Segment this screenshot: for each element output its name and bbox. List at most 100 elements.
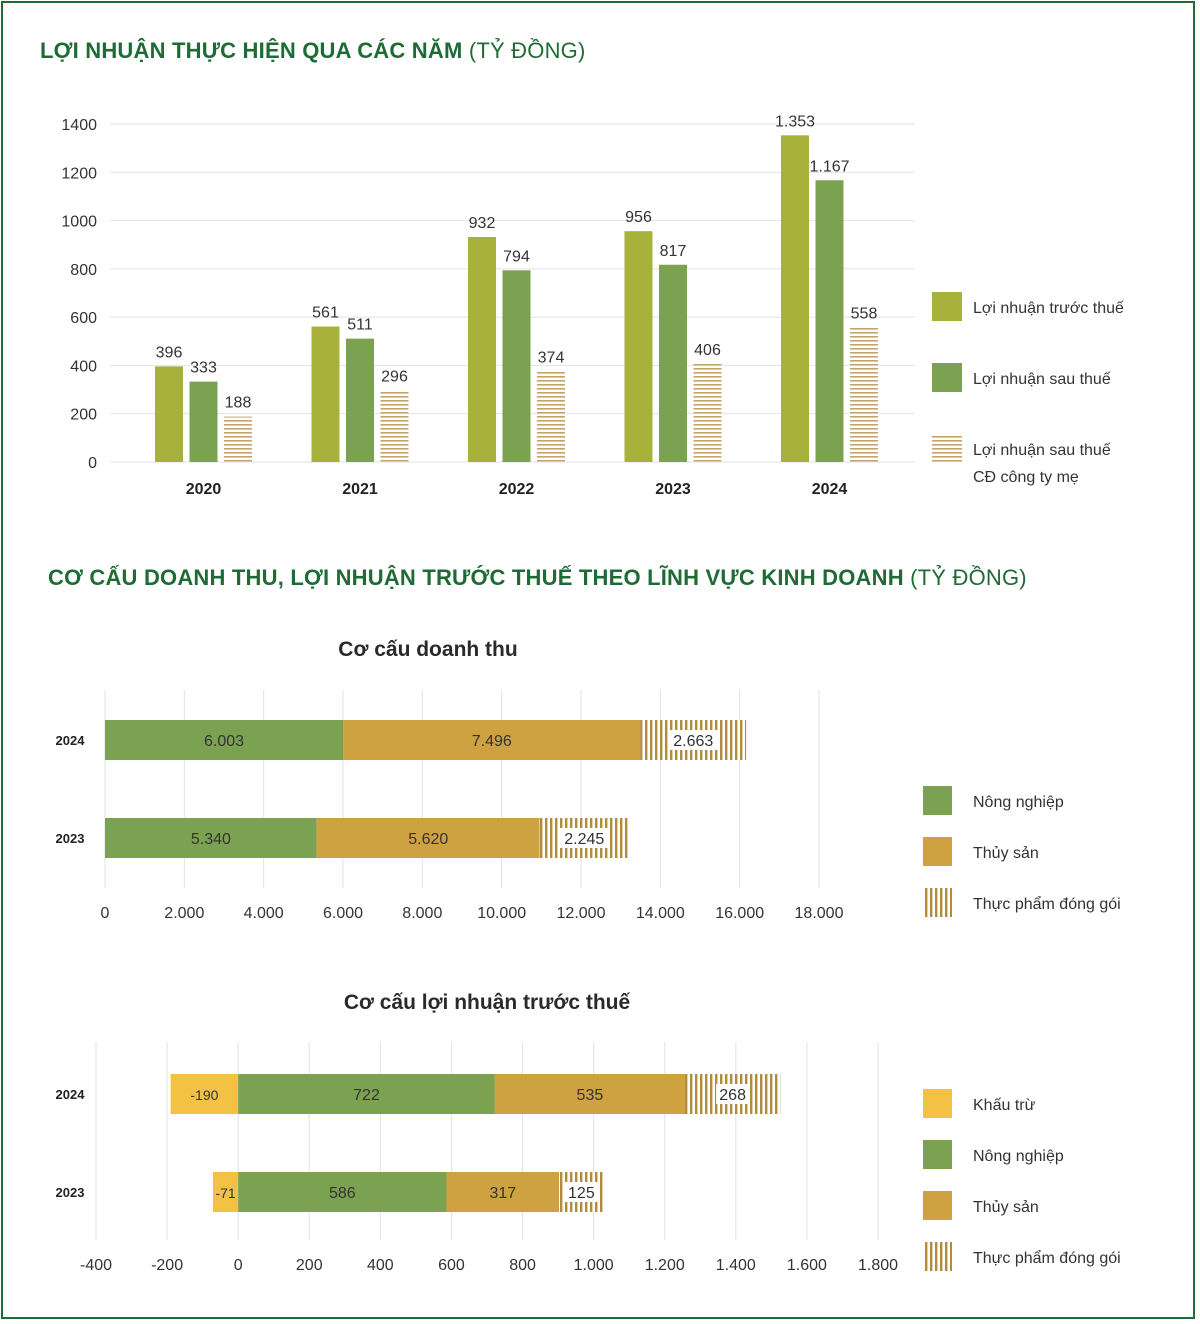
bar — [380, 390, 409, 462]
data-label: 2.663 — [673, 733, 713, 750]
x-tick-label: 0 — [234, 1257, 243, 1274]
section-title-profit-unit: (TỶ ĐỒNG) — [468, 38, 586, 63]
legend-label: Thủy sản — [973, 845, 1039, 862]
data-label: 268 — [719, 1087, 746, 1104]
x-tick-label: 8.000 — [402, 905, 442, 922]
x-tick-label: 400 — [367, 1257, 394, 1274]
data-label: 535 — [577, 1087, 604, 1104]
y-tick-label: 800 — [70, 262, 97, 279]
data-label: 2.245 — [564, 831, 604, 848]
bar — [346, 338, 374, 462]
x-tick-label: 1.600 — [787, 1257, 827, 1274]
section-title-profit: LỢI NHUẬN THỰC HIỆN QUA CÁC NĂM (TỶ ĐỒNG… — [40, 38, 586, 64]
x-tick-label: 1.200 — [645, 1257, 685, 1274]
section-title-structure: CƠ CẤU DOANH THU, LỢI NHUẬN TRƯỚC THUẾ T… — [48, 565, 1027, 591]
data-label: 406 — [694, 342, 721, 359]
data-label: 511 — [347, 317, 373, 334]
revenue-structure-chart: Cơ cấu doanh thu 0 2.000 4.000 6.000 8.000 10.… — [56, 638, 1121, 922]
data-label: 561 — [312, 305, 339, 322]
data-label: 374 — [538, 350, 565, 367]
x-tick-label: -200 — [151, 1257, 183, 1274]
x-tick-label: 200 — [296, 1257, 323, 1274]
x-tick-label: 2021 — [342, 481, 378, 498]
data-label: 956 — [625, 209, 652, 226]
data-label: 932 — [469, 215, 496, 232]
y-tick-label: 2023 — [56, 831, 85, 846]
data-label: -190 — [190, 1087, 218, 1103]
bar — [693, 363, 722, 462]
bar-segment — [238, 1172, 447, 1212]
legend-swatch — [923, 888, 952, 917]
y-tick-label: 1000 — [61, 214, 97, 231]
x-tick-label: 18.000 — [795, 905, 844, 922]
data-label: 5.620 — [408, 831, 448, 848]
data-label: 1.167 — [809, 158, 849, 175]
legend-swatch — [923, 1089, 952, 1118]
data-label: 188 — [225, 395, 252, 412]
bar — [502, 270, 531, 462]
y-tick-label: 2023 — [56, 1185, 85, 1200]
x-tick-label: 1.400 — [716, 1257, 756, 1274]
x-tick-label: 4.000 — [244, 905, 284, 922]
legend-label: Nông nghiệp — [973, 1148, 1064, 1165]
y-tick-label: 400 — [70, 358, 97, 375]
bar-segment — [494, 1074, 685, 1114]
bar — [468, 236, 496, 462]
bar-segment — [446, 1172, 560, 1212]
legend-label: Lợi nhuận trước thuế — [973, 300, 1124, 317]
chart-title: Cơ cấu lợi nhuận trước thuế — [344, 991, 631, 1014]
legend-label: Khấu trừ — [973, 1097, 1036, 1114]
legend-label: Lợi nhuận sau thuế — [973, 442, 1111, 459]
bar-segment — [212, 1172, 239, 1212]
data-label: 7.496 — [472, 733, 512, 750]
legend-label: Thủy sản — [973, 1199, 1039, 1216]
data-label: 333 — [190, 360, 217, 377]
data-label: 722 — [353, 1087, 380, 1104]
legend-swatch — [923, 837, 952, 866]
bar-segment — [170, 1074, 239, 1114]
legend-swatch — [932, 292, 962, 321]
data-label: 586 — [329, 1185, 356, 1202]
section-title-profit-text: LỢI NHUẬN THỰC HIỆN QUA CÁC NĂM — [40, 38, 463, 63]
data-label: 794 — [503, 248, 530, 265]
y-tick-label: 2024 — [56, 733, 86, 748]
data-label: 396 — [156, 344, 183, 361]
x-tick-label: 14.000 — [636, 905, 685, 922]
x-tick-label: 2020 — [186, 481, 222, 498]
x-tick-label: 2024 — [812, 481, 848, 498]
legend-swatch — [923, 786, 952, 815]
bar — [537, 371, 565, 462]
data-label-bg — [558, 828, 610, 848]
section-title-structure-unit: (TỶ ĐỒNG) — [910, 565, 1027, 590]
data-label: 296 — [381, 369, 408, 386]
data-label-bg — [667, 730, 719, 750]
legend-label: Thực phẩm đóng gói — [973, 1249, 1121, 1267]
bar-segment — [105, 818, 317, 858]
legend-label: Thực phẩm đóng gói — [973, 895, 1121, 913]
x-tick-label: 2.000 — [164, 905, 204, 922]
x-tick-label: 12.000 — [557, 905, 606, 922]
chart-title: Cơ cấu doanh thu — [338, 638, 517, 661]
profit-by-year-chart: 0 200 400 600 800 1000 1200 1400 396 333 188 2020 56… — [61, 113, 1124, 498]
pretax-profit-structure-chart: Cơ cấu lợi nhuận trước thuế -400 -200 0 200 4… — [56, 991, 1121, 1274]
bar — [659, 264, 687, 462]
x-tick-label: 0 — [101, 905, 110, 922]
legend-swatch — [923, 1140, 952, 1169]
data-label: 125 — [568, 1185, 595, 1202]
legend-swatch — [923, 1242, 952, 1271]
y-tick-label: 0 — [88, 455, 97, 472]
data-label: 317 — [489, 1185, 516, 1202]
x-tick-label: 800 — [509, 1257, 536, 1274]
bar-segment — [238, 1074, 495, 1114]
legend-swatch — [932, 363, 962, 392]
legend-label: CĐ công ty mẹ — [973, 469, 1079, 486]
data-label: 1.353 — [775, 113, 815, 130]
bar-segment — [105, 720, 344, 760]
y-tick-label: 1200 — [61, 165, 97, 182]
section-title-structure-text: CƠ CẤU DOANH THU, LỢI NHUẬN TRƯỚC THUẾ T… — [48, 565, 904, 590]
data-label: -71 — [215, 1185, 235, 1201]
legend-label: Lợi nhuận sau thuế — [973, 371, 1111, 388]
x-tick-label: 1.800 — [858, 1257, 898, 1274]
